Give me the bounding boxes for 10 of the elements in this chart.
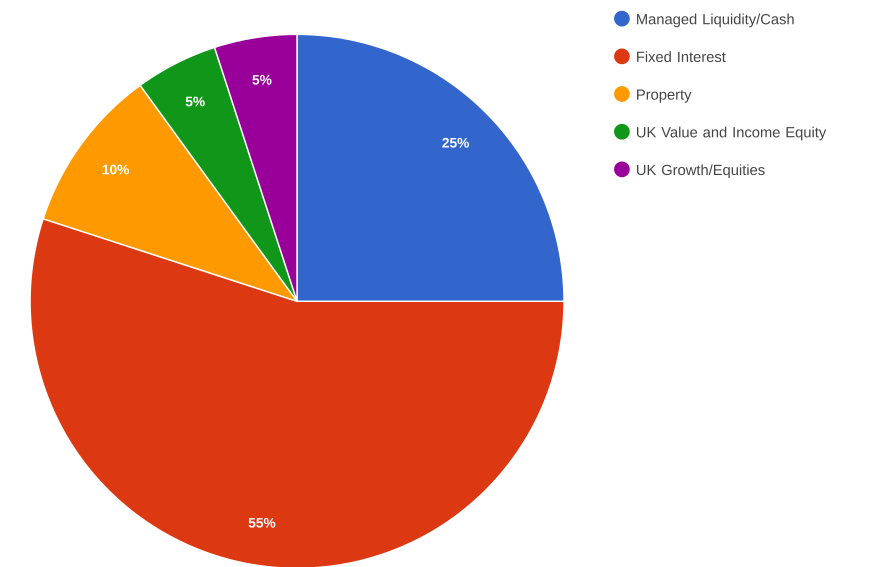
data-label: 55% bbox=[248, 518, 276, 528]
data-label: 5% bbox=[186, 96, 205, 106]
legend-label: UK Growth/Equities bbox=[636, 164, 765, 178]
legend-label: UK Value and Income Equity bbox=[636, 126, 826, 140]
legend-label: Fixed Interest bbox=[637, 51, 726, 62]
legend-label: Managed Liquidity/Cash bbox=[637, 13, 794, 28]
data-label: 25% bbox=[442, 138, 469, 148]
data-label: 10% bbox=[102, 164, 129, 174]
data-label: 5% bbox=[252, 74, 272, 85]
legend-label: Property bbox=[637, 89, 692, 103]
